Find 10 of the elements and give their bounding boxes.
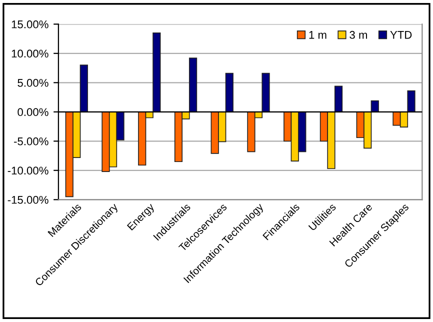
legend-label: YTD [390, 31, 412, 39]
y-tick-label: -10.00% [8, 166, 48, 175]
y-tick-label: 5.00% [18, 78, 48, 87]
legend-label: 3 m [350, 30, 367, 39]
y-tick-label: 10.00% [12, 50, 48, 58]
y-tick-label: -5.00% [14, 137, 48, 146]
y-tick-label: 15.00% [12, 20, 48, 28]
y-tick-label: 0.00% [18, 108, 48, 116]
legend-label: 1 m [309, 31, 326, 39]
y-tick-label: -15.00% [8, 196, 48, 204]
